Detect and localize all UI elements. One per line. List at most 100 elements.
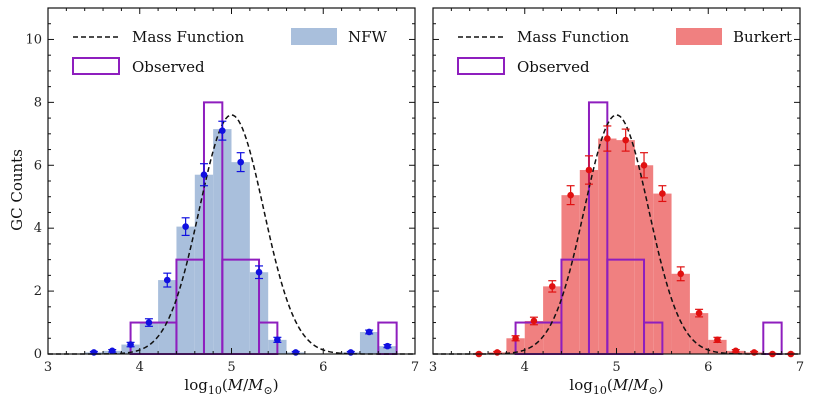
data-point-2 [126,341,135,348]
data-point-11 [676,266,685,282]
legend-label-observed: Observed [132,58,205,76]
data-point-6 [584,155,593,185]
data-point-14 [731,347,740,355]
marker [714,336,721,344]
predicted-bar-2 [524,320,544,354]
marker [567,191,574,199]
x-axis-label-part: 10 [593,384,607,397]
marker [108,347,116,355]
legend-entry-observed: Observed [457,57,590,76]
y-tick-label-5: 10 [25,32,42,47]
data-point-13 [713,336,722,344]
data-point-8 [236,152,245,173]
data-point-6 [199,163,208,187]
data-point-4 [163,272,172,288]
legend: Mass Function NFW Observed [72,28,388,76]
legend-filled-swatch [291,28,337,45]
observed-bin-5 [762,321,783,355]
legend-label-mass-function: Mass Function [517,28,629,46]
x-tick-label-1: 4 [521,360,529,375]
marker [622,136,629,144]
x-tick-label-0: 3 [44,360,52,375]
data-point-9 [640,152,649,179]
x-axis-label-part: / [628,376,634,394]
data-point-4 [548,280,557,293]
predicted-bar-7 [616,140,635,354]
data-point-7 [218,120,227,141]
predicted-bar-14 [378,346,397,354]
predicted-bar-4 [158,280,177,354]
predicted-bar-4 [561,195,580,354]
x-axis-label: log10(M/M⊙) [569,376,663,397]
x-axis-label-part: ⊙ [649,384,658,397]
marker [90,349,98,356]
data-point-3 [144,318,153,327]
marker [659,190,666,197]
legend-outline-swatch [72,57,120,75]
marker [292,349,300,356]
data-point-5 [181,217,190,237]
data-point-9 [255,265,264,280]
legend-label-mass-function: Mass Function [132,28,244,46]
y-axis-label: GC Counts [8,149,26,231]
marker [145,319,153,326]
legend-filled-swatch [676,28,722,45]
x-axis-label-part: log [569,376,593,394]
data-point-12 [695,308,704,318]
legend-label-observed: Observed [517,58,590,76]
marker [677,270,685,278]
x-tick-label-4: 7 [411,360,419,375]
data-point-14 [383,342,392,350]
marker [750,349,758,356]
predicted-bar-12 [708,339,727,354]
marker [548,283,556,290]
data-point-1 [493,349,502,356]
legend-label-predicted: NFW [348,28,388,46]
marker [365,328,373,336]
legend-entry-predicted: Burkert [676,28,792,46]
y-tick-label-3: 6 [34,158,42,173]
data-point-1 [108,347,117,355]
x-axis-label-part: 10 [208,384,222,397]
legend-entry-mass-function: Mass Function [73,28,244,46]
y-tick-label-1: 2 [34,284,42,299]
marker [200,171,208,179]
marker [237,158,244,166]
legend-entry-observed: Observed [72,57,205,76]
x-axis-label-part: log [184,376,208,394]
x-axis-label-part: M [247,376,264,394]
predicted-bar-8 [231,162,250,354]
x-tick-label-3: 6 [319,360,327,375]
data-point-15 [750,349,759,356]
x-tick-label-3: 6 [704,360,712,375]
marker [640,161,648,169]
predicted-bar-3 [543,286,562,354]
marker [163,276,171,284]
data-point-10 [658,185,667,203]
legend: Mass Function Burkert Observed [457,28,792,76]
data-point-12 [346,349,355,356]
legend-entry-predicted: NFW [291,28,388,46]
data-point-8 [621,128,630,152]
x-axis-label-part: M [612,376,629,394]
x-tick-label-0: 3 [429,360,437,375]
x-tick-label-2: 5 [227,360,235,375]
marker [493,349,501,356]
marker [182,223,189,230]
x-axis-label: log10(M/M⊙) [184,376,278,397]
predicted-bar-5 [176,226,195,354]
data-point-7 [603,125,612,152]
x-axis-label-part: M [632,376,649,394]
predicted-bar-10 [671,273,690,354]
data-point-0 [89,349,98,356]
x-axis-label-part: ⊙ [264,384,273,397]
legend-outline-swatch [457,57,505,75]
predicted-bar-11 [689,313,709,354]
marker [347,349,355,356]
marker [384,342,391,350]
marker [732,347,740,355]
